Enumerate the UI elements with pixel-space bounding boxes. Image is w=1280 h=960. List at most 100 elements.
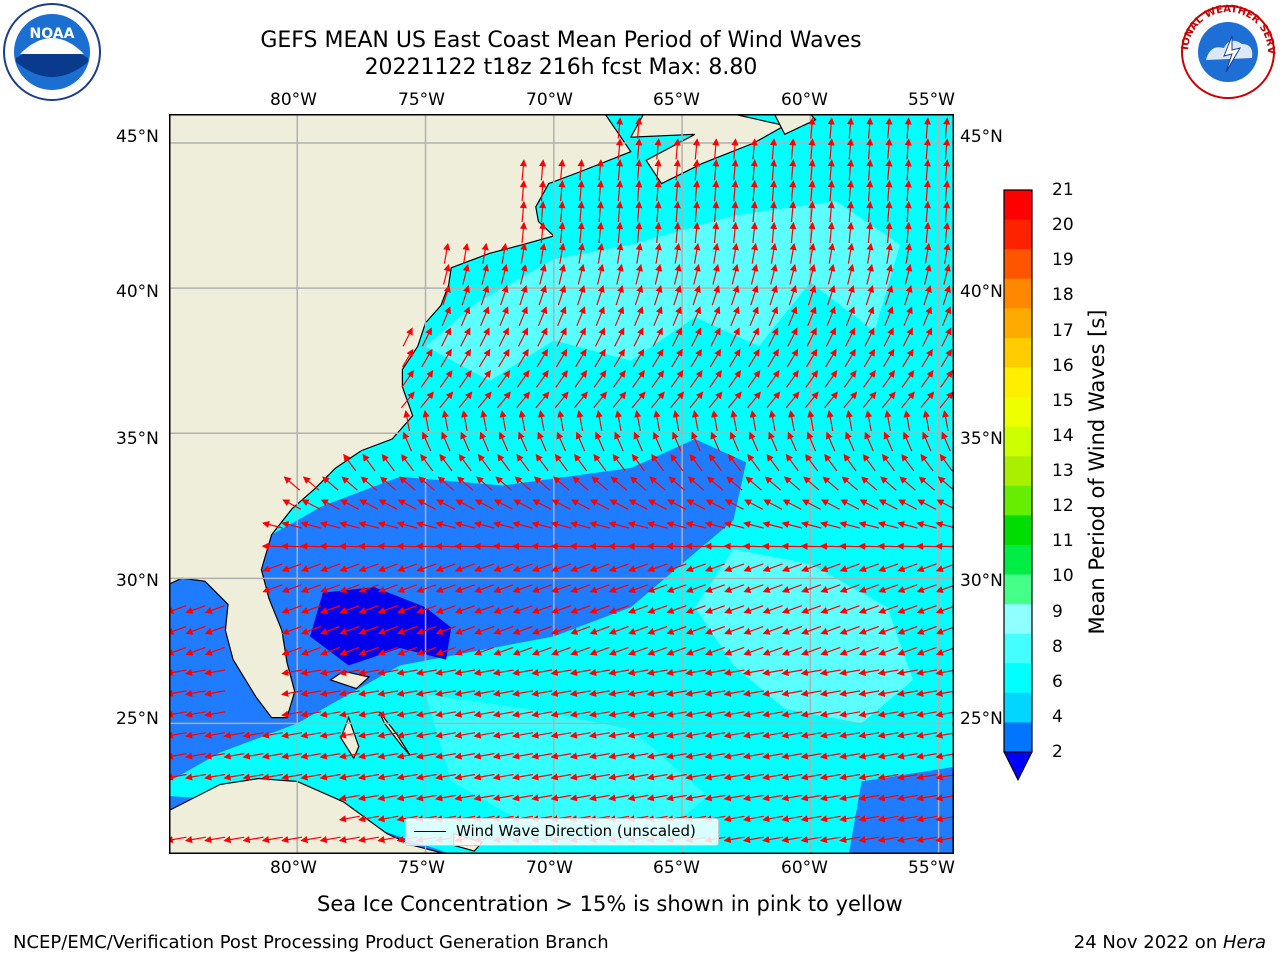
wave-arrow-387 (672, 431, 682, 452)
wave-arrow-471 (320, 499, 340, 510)
wave-arrow-819 (588, 689, 610, 697)
wave-arrow-251 (845, 327, 856, 347)
wave-arrow-125 (539, 242, 547, 264)
wave-arrow-466 (899, 476, 916, 491)
wave-arrow-184 (634, 285, 644, 306)
wave-arrow-546 (377, 542, 399, 550)
wave-arrow-537 (897, 521, 918, 529)
wave-arrow-925 (319, 752, 341, 760)
wave-arrow-187 (692, 285, 701, 306)
wave-arrow-959 (184, 773, 206, 781)
wave-arrow-566 (761, 542, 784, 550)
wave-arrow-612 (262, 584, 283, 593)
wave-arrow-2 (808, 117, 816, 139)
wave-arrow-927 (358, 752, 380, 760)
wave-arrow-688 (204, 625, 225, 635)
wave-arrow-87 (769, 200, 778, 223)
wave-arrow-523 (627, 521, 649, 529)
wave-arrow-629 (589, 584, 610, 593)
wave-arrow-658 (416, 605, 437, 614)
wave-arrow-505 (281, 521, 302, 529)
wave-arrow-216 (730, 306, 740, 327)
wave-arrow-477 (436, 499, 456, 510)
wave-arrow-996 (896, 773, 918, 781)
wave-arrow-475 (397, 499, 417, 510)
wave-arrow-914 (896, 731, 918, 739)
wave-arrow-212 (653, 306, 663, 327)
wave-arrow-886 (358, 731, 380, 739)
lat-label-right-30n: 30°N (960, 571, 1003, 591)
colorbar-tick-16: 16 (1052, 355, 1074, 376)
wave-arrow-69 (866, 180, 874, 202)
wave-arrow-1008 (512, 794, 534, 802)
wave-arrow-880 (242, 731, 264, 739)
wave-arrow-752 (762, 646, 783, 656)
wave-arrow-1015 (646, 794, 668, 802)
wave-arrow-1021 (762, 794, 784, 802)
wave-arrow-842 (300, 710, 322, 718)
wave-arrow-193 (807, 285, 817, 306)
wave-arrow-704 (570, 625, 591, 635)
wave-arrow-583 (397, 563, 418, 573)
wave-arrow-623 (473, 584, 495, 593)
colorbar-tick-15: 15 (1052, 390, 1074, 411)
wave-arrow-168 (847, 263, 855, 285)
wave-arrow-70 (885, 180, 893, 202)
wave-arrow-115 (866, 221, 874, 243)
colorbar-segment-7 (1004, 397, 1032, 428)
wave-arrow-596 (647, 563, 668, 573)
land-layer (168, 113, 817, 855)
wave-arrow-771 (396, 668, 418, 676)
wave-arrow-427 (824, 453, 838, 472)
wave-arrow-409 (477, 453, 491, 472)
wave-arrow-163 (750, 263, 759, 285)
colorbar-tick-13: 13 (1052, 461, 1074, 481)
wave-arrow-1017 (685, 794, 707, 802)
wave-arrow-310 (863, 370, 876, 388)
wave-arrow-604 (801, 563, 822, 573)
wave-arrow-768 (338, 668, 360, 676)
wave-arrow-836 (916, 689, 938, 697)
wave-arrow-817 (550, 689, 572, 697)
wave-arrow-263 (517, 348, 529, 368)
wave-arrow-871 (858, 710, 880, 718)
noaa-logo: NOAA (2, 2, 102, 102)
wave-arrow-798 (916, 668, 938, 676)
colorbar-segment-16 (1004, 663, 1032, 694)
wave-arrow-460 (783, 476, 801, 491)
wave-arrow-777 (512, 668, 534, 676)
wave-arrow-240 (633, 327, 644, 347)
wave-arrow-119 (943, 221, 951, 243)
wave-arrow-1002 (396, 794, 418, 802)
wave-arrow-480 (493, 499, 513, 510)
wave-arrow-780 (569, 668, 591, 676)
wave-arrow-476 (416, 499, 436, 510)
wave-arrow-412 (535, 453, 549, 472)
colorbar-segment-6 (1004, 367, 1032, 398)
wave-arrow-253 (883, 327, 894, 347)
wave-arrow-122 (481, 242, 489, 264)
wave-arrow-419 (670, 453, 684, 472)
wave-arrow-287 (420, 370, 434, 388)
wave-arrow-155 (597, 263, 605, 285)
wave-arrow-785 (665, 668, 687, 676)
wave-arrow-793 (819, 668, 841, 676)
wave-arrow-374 (421, 431, 432, 452)
lon-label-bottom-60w: 60°W (781, 858, 828, 878)
wave-arrow-1024 (819, 794, 841, 802)
wave-arrow-549 (434, 542, 457, 550)
wave-arrow-488 (647, 499, 667, 510)
wave-arrow-462 (822, 476, 839, 491)
wave-arrow-869 (819, 710, 841, 718)
wave-arrow-104 (654, 221, 662, 243)
wave-arrow-882 (281, 731, 303, 739)
wave-arrow-822 (646, 689, 668, 697)
wave-arrow-1067 (242, 836, 264, 844)
wave-arrow-262 (498, 348, 510, 368)
wave-arrow-74 (519, 200, 527, 223)
wave-arrow-526 (685, 521, 707, 529)
wave-arrow-352 (557, 410, 565, 432)
wave-arrow-290 (478, 370, 491, 388)
wave-arrow-543 (319, 542, 341, 550)
wave-arrow-396 (845, 431, 855, 452)
